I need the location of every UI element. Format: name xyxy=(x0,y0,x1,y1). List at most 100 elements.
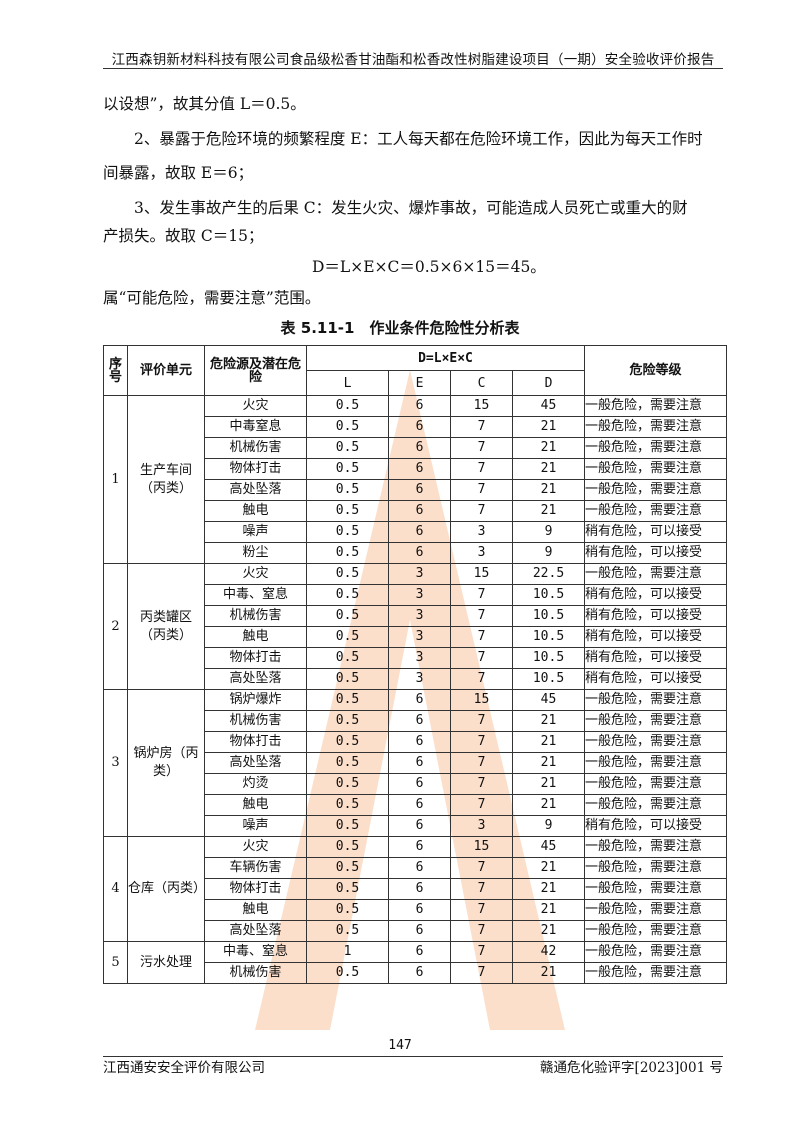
cell-grade: 一般危险，需要注意 xyxy=(584,752,727,774)
header-hazard: 危险源及潜在危险 xyxy=(204,345,307,396)
header-l: L xyxy=(306,370,389,396)
cell-d: 21 xyxy=(512,899,585,921)
cell-grade: 稍有危险，可以接受 xyxy=(584,542,727,564)
cell-unit: 仓库（丙类） xyxy=(127,836,205,942)
table-row: 高处坠落 0.5 3 7 10.5 稍有危险，可以接受 xyxy=(104,668,727,690)
cell-hazard: 高处坠落 xyxy=(204,920,307,942)
table-row: 2 丙类罐区（丙类） 火灾 0.5 3 15 22.5 一般危险，需要注意 xyxy=(103,563,727,690)
table-row: 高处坠落 0.5 6 7 21 一般危险，需要注意 xyxy=(104,920,727,942)
cell-e: 6 xyxy=(388,815,451,837)
cell-d: 10.5 xyxy=(512,584,585,606)
cell-grade: 一般危险，需要注意 xyxy=(584,878,727,900)
cell-no: 2 xyxy=(103,563,128,690)
cell-e: 6 xyxy=(388,794,451,816)
cell-l: 0.5 xyxy=(306,458,389,480)
cell-e: 6 xyxy=(388,731,451,753)
cell-grade: 稍有危险，可以接受 xyxy=(584,521,727,543)
cell-grade: 稍有危险，可以接受 xyxy=(584,605,727,627)
footer-doc-number: 赣通危化验评字[2023]001 号 xyxy=(540,1060,723,1076)
cell-l: 0.5 xyxy=(306,878,389,900)
cell-d: 9 xyxy=(512,815,585,837)
running-header: 江西森钥新材料科技有限公司食品级松香甘油酯和松香改性树脂建设项目（一期）安全验收… xyxy=(111,52,715,68)
cell-l: 0.5 xyxy=(306,668,389,690)
cell-d: 9 xyxy=(512,521,585,543)
cell-c: 3 xyxy=(450,815,513,837)
cell-d: 21 xyxy=(512,857,585,879)
cell-unit: 生产车间（丙类） xyxy=(127,395,205,564)
table-row: 物体打击 0.5 6 7 21 一般危险，需要注意 xyxy=(104,878,727,900)
cell-grade: 一般危险，需要注意 xyxy=(584,395,727,417)
cell-d: 21 xyxy=(512,458,585,480)
cell-d: 21 xyxy=(512,479,585,501)
cell-l: 0.5 xyxy=(306,710,389,732)
cell-l: 0.5 xyxy=(306,647,389,669)
cell-e: 6 xyxy=(388,437,451,459)
cell-c: 7 xyxy=(450,731,513,753)
cell-c: 7 xyxy=(450,920,513,942)
cell-d: 21 xyxy=(512,773,585,795)
cell-grade: 稍有危险，可以接受 xyxy=(584,815,727,837)
cell-e: 6 xyxy=(388,479,451,501)
cell-hazard: 灼烫 xyxy=(204,773,307,795)
cell-d: 21 xyxy=(512,920,585,942)
cell-grade: 一般危险，需要注意 xyxy=(584,689,727,711)
cell-hazard: 机械伤害 xyxy=(204,710,307,732)
table-row: 触电 0.5 6 7 21 一般危险，需要注意 xyxy=(104,899,727,921)
cell-d: 21 xyxy=(512,962,585,984)
paragraph-line: 间暴露，故取 E＝6； xyxy=(103,164,254,182)
cell-grade: 一般危险，需要注意 xyxy=(584,500,727,522)
cell-c: 7 xyxy=(450,584,513,606)
cell-d: 10.5 xyxy=(512,605,585,627)
cell-d: 21 xyxy=(512,437,585,459)
cell-c: 7 xyxy=(450,794,513,816)
cell-l: 0.5 xyxy=(306,815,389,837)
cell-l: 0.5 xyxy=(306,563,389,585)
table-row: 1 生产车间（丙类） 火灾 0.5 6 15 45 一般危险，需要注意 xyxy=(103,395,727,564)
cell-e: 6 xyxy=(388,542,451,564)
cell-d: 21 xyxy=(512,878,585,900)
cell-l: 0.5 xyxy=(306,731,389,753)
cell-hazard: 火灾 xyxy=(204,395,307,417)
cell-e: 6 xyxy=(388,752,451,774)
cell-e: 6 xyxy=(388,962,451,984)
cell-grade: 稍有危险，可以接受 xyxy=(584,584,727,606)
cell-c: 15 xyxy=(450,395,513,417)
cell-grade: 稍有危险，可以接受 xyxy=(584,668,727,690)
cell-e: 6 xyxy=(388,395,451,417)
cell-grade: 一般危险，需要注意 xyxy=(584,731,727,753)
cell-l: 0.5 xyxy=(306,500,389,522)
cell-d: 45 xyxy=(512,689,585,711)
cell-hazard: 物体打击 xyxy=(204,458,307,480)
cell-c: 7 xyxy=(450,710,513,732)
cell-e: 3 xyxy=(388,668,451,690)
cell-d: 21 xyxy=(512,710,585,732)
cell-hazard: 火灾 xyxy=(204,563,307,585)
cell-l: 0.5 xyxy=(306,542,389,564)
cell-e: 6 xyxy=(388,878,451,900)
cell-grade: 一般危险，需要注意 xyxy=(584,773,727,795)
table-row: 机械伤害 0.5 6 7 21 一般危险，需要注意 xyxy=(104,962,727,984)
cell-c: 7 xyxy=(450,962,513,984)
cell-grade: 一般危险，需要注意 xyxy=(584,416,727,438)
cell-hazard: 触电 xyxy=(204,899,307,921)
formula-line: D＝L×E×C＝0.5×6×15＝45。 xyxy=(312,258,546,276)
cell-l: 0.5 xyxy=(306,605,389,627)
page-number: 147 xyxy=(388,1038,412,1053)
table-row: 4 仓库（丙类） 火灾 0.5 6 15 45 一般危险，需要注意 xyxy=(103,836,727,942)
cell-d: 21 xyxy=(512,752,585,774)
cell-grade: 一般危险，需要注意 xyxy=(584,962,727,984)
cell-l: 0.5 xyxy=(306,584,389,606)
cell-l: 0.5 xyxy=(306,752,389,774)
cell-c: 7 xyxy=(450,773,513,795)
footer-rule xyxy=(103,1056,723,1057)
cell-grade: 一般危险，需要注意 xyxy=(584,941,727,963)
cell-hazard: 高处坠落 xyxy=(204,752,307,774)
cell-hazard: 机械伤害 xyxy=(204,437,307,459)
cell-grade: 一般危险，需要注意 xyxy=(584,899,727,921)
cell-c: 7 xyxy=(450,941,513,963)
cell-e: 3 xyxy=(388,584,451,606)
cell-hazard: 高处坠落 xyxy=(204,668,307,690)
cell-hazard: 火灾 xyxy=(204,836,307,858)
